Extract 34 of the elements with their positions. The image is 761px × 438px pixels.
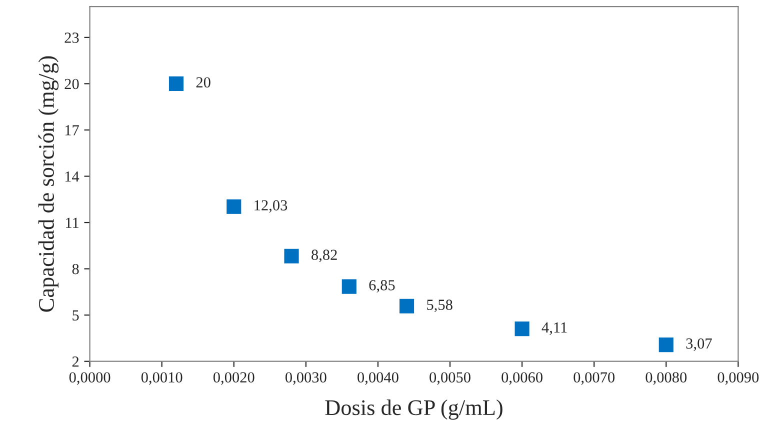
y-tick-label: 23 [64, 32, 79, 43]
x-tick-label: 0,0070 [574, 372, 615, 385]
data-label: 12,03 [254, 200, 288, 213]
x-tick-label: 0,0030 [286, 372, 326, 385]
y-tick-label: 11 [66, 218, 78, 228]
x-tick-label: 0,0090 [718, 372, 759, 385]
x-tick-label: 0,0040 [358, 372, 398, 385]
point [284, 248, 299, 264]
x-tick-label: 0,0020 [213, 372, 254, 385]
y-tick-label: 20 [64, 78, 79, 90]
data-label: 8,82 [312, 250, 337, 262]
data-label: 3,07 [686, 338, 712, 351]
x-axis-title: Dosis de GP (g/mL) [325, 400, 502, 420]
x-tick-label: 0,0080 [646, 372, 687, 385]
y-tick-label: 8 [72, 264, 79, 274]
point [399, 298, 414, 314]
point [658, 338, 674, 352]
x-tick-label: 0,0060 [502, 372, 542, 385]
y-tick-label: 5 [72, 310, 79, 321]
point [342, 279, 356, 294]
point [226, 199, 242, 214]
x-tick-label: 0,0050 [430, 372, 470, 385]
data-label: 5,58 [427, 300, 452, 312]
point [514, 322, 530, 336]
point [168, 76, 184, 91]
data-label: 6,85 [369, 280, 395, 293]
y-tick-label: 17 [65, 125, 79, 136]
data-label: 20 [196, 77, 210, 88]
data-label: 4,11 [542, 322, 567, 335]
y-axis-title: Capacidad de sorción (mg/g) [38, 56, 59, 312]
y-tick-label: 14 [65, 171, 80, 182]
x-tick-label: 0,0010 [141, 372, 182, 385]
y-tick-label: 2 [72, 356, 79, 367]
x-tick-label: 0,0000 [69, 372, 110, 385]
